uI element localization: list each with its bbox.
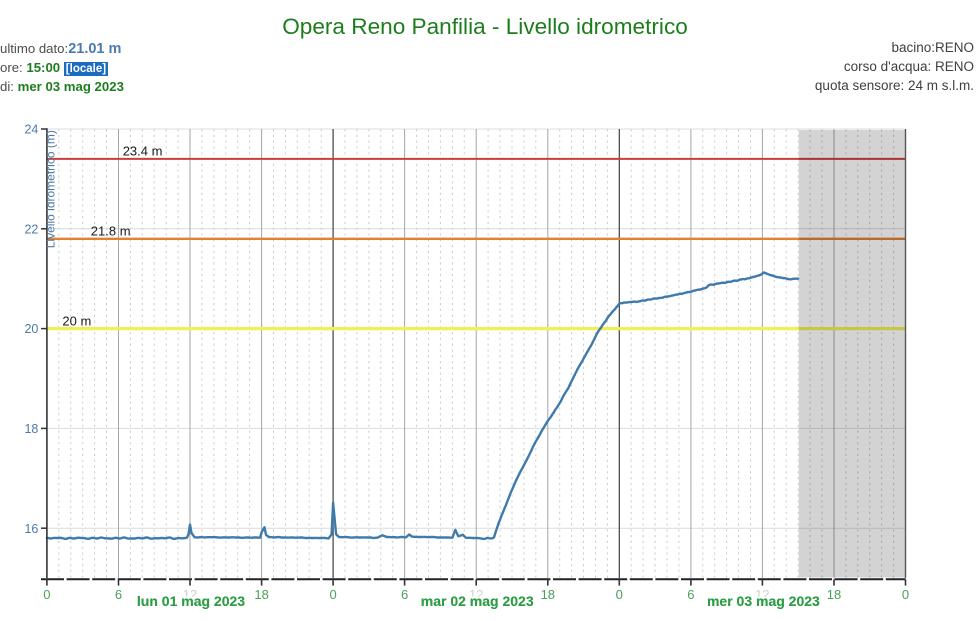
svg-text:12: 12 xyxy=(755,587,769,602)
svg-text:6: 6 xyxy=(401,587,408,602)
svg-text:16: 16 xyxy=(24,522,38,536)
svg-text:0: 0 xyxy=(329,587,336,602)
svg-text:mar 02 mag 2023: mar 02 mag 2023 xyxy=(421,593,534,609)
svg-text:mar 02 mag 2023: mar 02 mag 2023 xyxy=(421,593,534,609)
svg-text:0: 0 xyxy=(616,587,623,602)
svg-text:22: 22 xyxy=(24,222,38,236)
svg-text:18: 18 xyxy=(541,587,555,602)
svg-text:18: 18 xyxy=(24,422,38,436)
svg-text:20 m: 20 m xyxy=(62,313,91,328)
svg-text:0: 0 xyxy=(43,587,50,602)
svg-text:Livello idrometrico (m): Livello idrometrico (m) xyxy=(44,130,58,248)
svg-text:6: 6 xyxy=(687,587,694,602)
svg-text:18: 18 xyxy=(827,587,841,602)
svg-text:18: 18 xyxy=(254,587,268,602)
svg-text:mer 03 mag 2023: mer 03 mag 2023 xyxy=(707,593,820,609)
svg-text:mer 03 mag 2023: mer 03 mag 2023 xyxy=(707,593,820,609)
svg-text:lun 01 mag 2023: lun 01 mag 2023 xyxy=(137,593,245,609)
svg-text:23.4 m: 23.4 m xyxy=(123,144,163,159)
svg-text:24: 24 xyxy=(24,123,38,137)
svg-text:0: 0 xyxy=(902,587,909,602)
svg-text:21.8 m: 21.8 m xyxy=(91,224,131,239)
svg-text:lun 01 mag 2023: lun 01 mag 2023 xyxy=(137,593,245,609)
svg-text:20: 20 xyxy=(24,322,38,336)
svg-text:6: 6 xyxy=(115,587,122,602)
svg-text:12: 12 xyxy=(183,587,197,602)
svg-text:12: 12 xyxy=(469,587,483,602)
